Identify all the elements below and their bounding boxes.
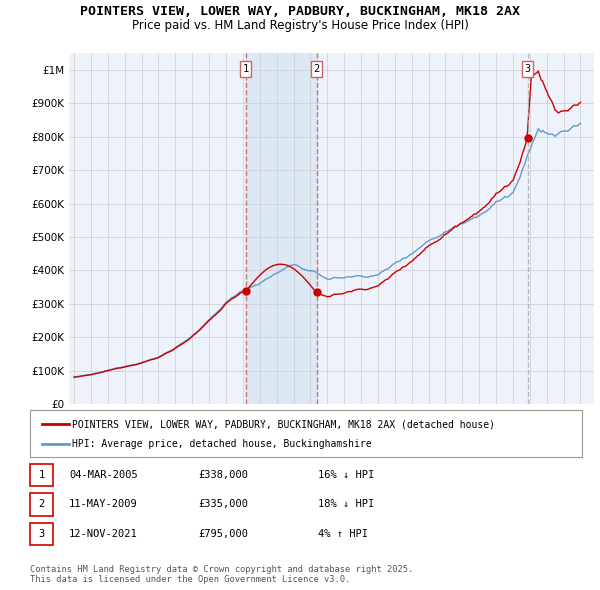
Text: HPI: Average price, detached house, Buckinghamshire: HPI: Average price, detached house, Buck…: [72, 439, 371, 449]
Text: POINTERS VIEW, LOWER WAY, PADBURY, BUCKINGHAM, MK18 2AX: POINTERS VIEW, LOWER WAY, PADBURY, BUCKI…: [80, 5, 520, 18]
Text: Price paid vs. HM Land Registry's House Price Index (HPI): Price paid vs. HM Land Registry's House …: [131, 19, 469, 32]
Text: 1: 1: [38, 470, 44, 480]
Bar: [246, 53, 317, 404]
Text: 3: 3: [38, 529, 44, 539]
Text: £795,000: £795,000: [198, 529, 248, 539]
Text: POINTERS VIEW, LOWER WAY, PADBURY, BUCKINGHAM, MK18 2AX (detached house): POINTERS VIEW, LOWER WAY, PADBURY, BUCKI…: [72, 419, 495, 429]
Text: 2: 2: [38, 500, 44, 509]
Text: 4% ↑ HPI: 4% ↑ HPI: [318, 529, 368, 539]
Text: 11-MAY-2009: 11-MAY-2009: [69, 500, 138, 509]
Text: 04-MAR-2005: 04-MAR-2005: [69, 470, 138, 480]
Text: 3: 3: [524, 64, 531, 74]
Text: £338,000: £338,000: [198, 470, 248, 480]
Text: 16% ↓ HPI: 16% ↓ HPI: [318, 470, 374, 480]
Text: £335,000: £335,000: [198, 500, 248, 509]
Text: 1: 1: [242, 64, 249, 74]
Text: 2: 2: [314, 64, 320, 74]
Text: Contains HM Land Registry data © Crown copyright and database right 2025.
This d: Contains HM Land Registry data © Crown c…: [30, 565, 413, 584]
Text: 12-NOV-2021: 12-NOV-2021: [69, 529, 138, 539]
Text: 18% ↓ HPI: 18% ↓ HPI: [318, 500, 374, 509]
